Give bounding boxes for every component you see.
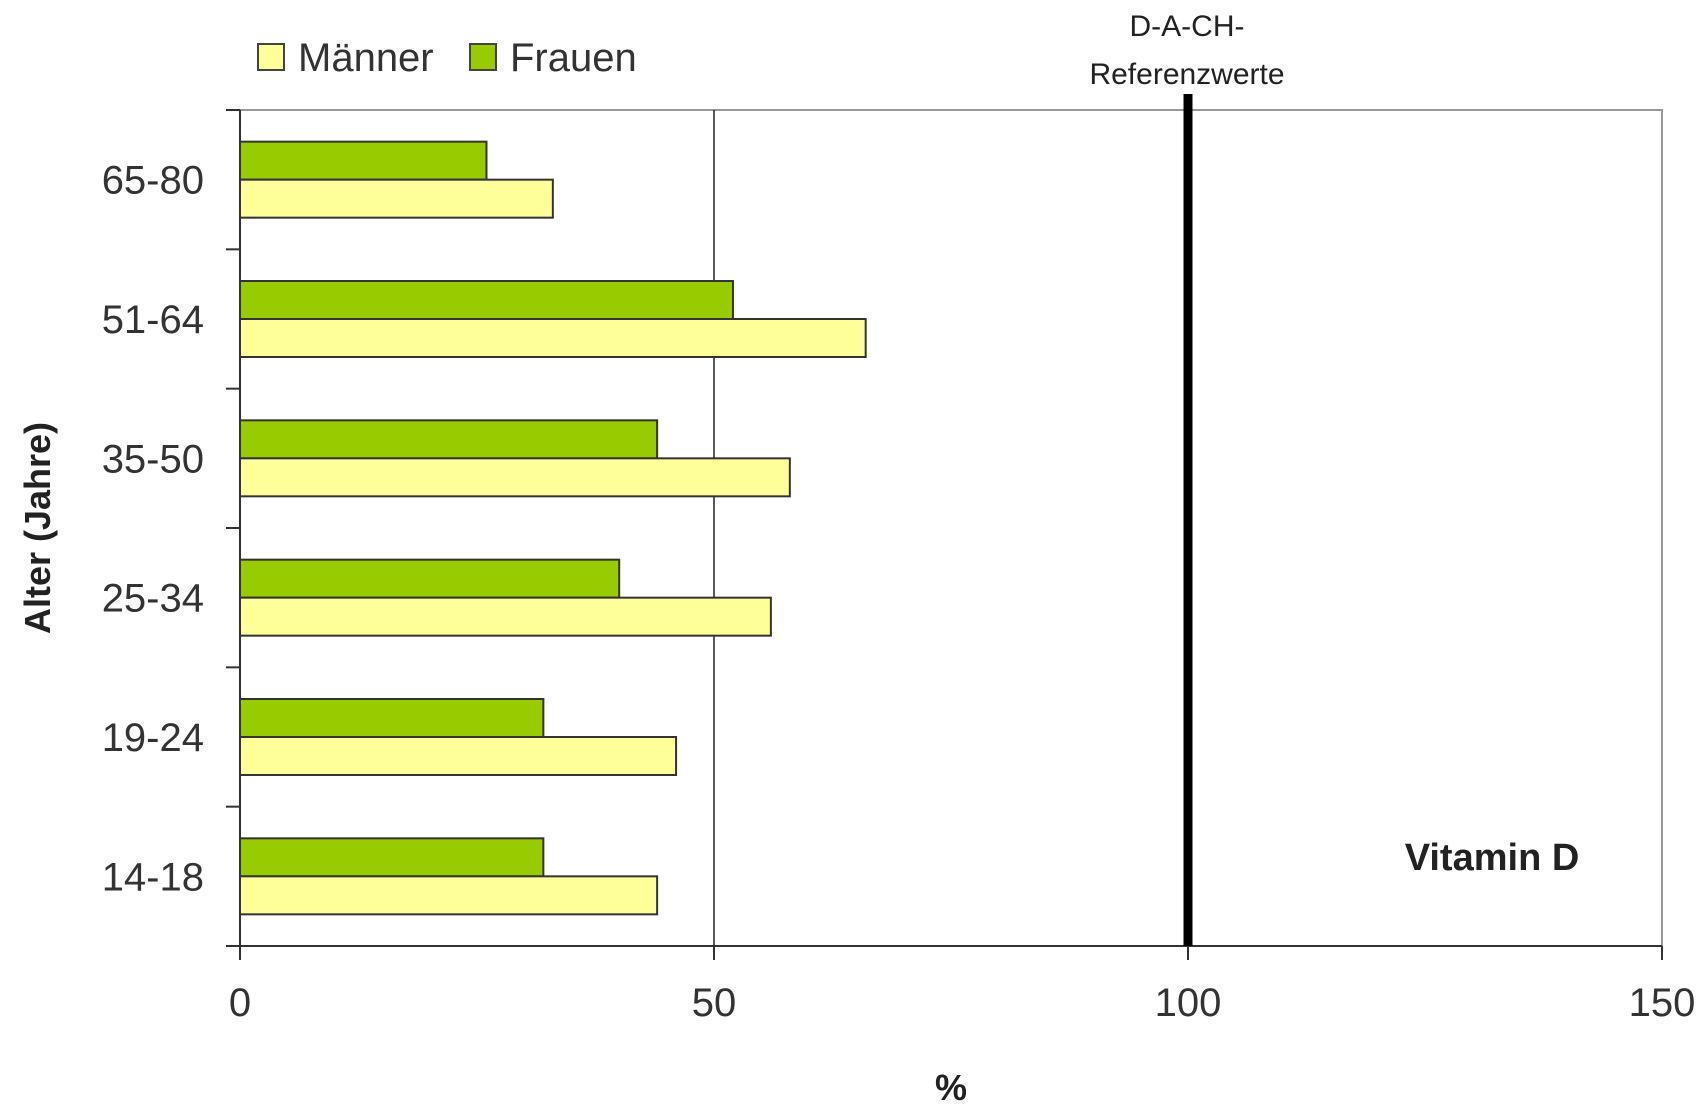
- legend: Männer Frauen: [257, 36, 637, 80]
- bar-maenner-14-18: [239, 875, 659, 916]
- y-tick-label-65-80: 65-80: [102, 159, 204, 203]
- vitamin-annotation: Vitamin D: [1405, 837, 1580, 879]
- axes: 65-80 51-64 35-50 25-34 19-24 14-18 0 50 100 150: [102, 109, 1696, 1025]
- y-tick-label-35-50: 35-50: [102, 437, 204, 481]
- y-tick-label-51-64: 51-64: [102, 298, 204, 342]
- legend-label-maenner: Männer: [298, 36, 434, 80]
- x-tick-label-0: 0: [229, 981, 251, 1025]
- y-tick-label-19-24: 19-24: [102, 716, 204, 760]
- x-tick-label-150: 150: [1629, 981, 1696, 1025]
- x-tick-label-50: 50: [692, 981, 737, 1025]
- x-axis-title: %: [935, 1067, 967, 1107]
- bar-maenner-35-50: [239, 457, 791, 498]
- legend-label-frauen: Frauen: [510, 36, 637, 80]
- y-tick-label-14-18: 14-18: [102, 855, 204, 899]
- y-axis-title: Alter (Jahre): [17, 422, 58, 634]
- bar-frauen-19-24: [239, 698, 545, 738]
- plot-area: [239, 109, 1663, 947]
- reference-line-label-line-1: D-A-CH-: [1130, 10, 1245, 43]
- bar-maenner-51-64: [239, 318, 867, 358]
- bar-frauen-35-50: [239, 419, 659, 460]
- legend-swatch-frauen: [469, 43, 497, 71]
- x-tick-label-100: 100: [1155, 981, 1222, 1025]
- bar-frauen-25-34: [239, 558, 621, 599]
- reference-line-label-line-2: Referenzwerte: [1089, 58, 1284, 91]
- bars: [239, 140, 867, 916]
- bar-frauen-65-80: [239, 140, 488, 181]
- legend-swatch-maenner: [257, 43, 285, 71]
- bar-frauen-51-64: [239, 280, 734, 320]
- bar-maenner-65-80: [239, 178, 554, 219]
- y-tick-label-25-34: 25-34: [102, 577, 204, 621]
- bar-maenner-19-24: [239, 736, 678, 776]
- bar-maenner-25-34: [239, 596, 772, 637]
- bar-frauen-14-18: [239, 837, 545, 878]
